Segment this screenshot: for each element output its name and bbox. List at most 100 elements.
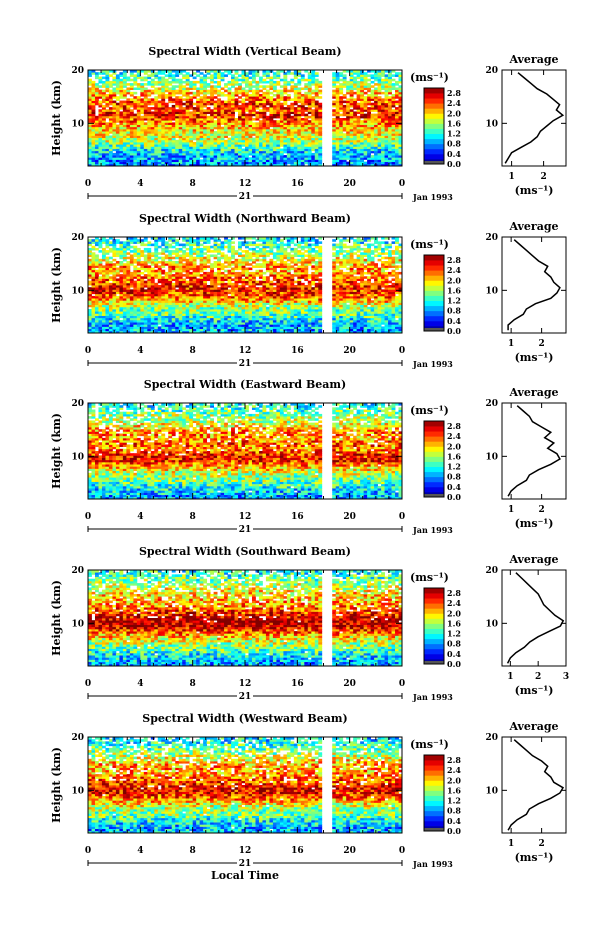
colorbar-step: [424, 593, 444, 599]
colorbar-step: [424, 461, 444, 467]
x-tick-label: 0: [399, 846, 405, 856]
colorbar-step: [424, 300, 444, 307]
panel-title: Spectral Width (Westward Beam): [142, 712, 347, 725]
colorbar: 2.82.42.01.61.20.80.40.0: [423, 754, 461, 836]
colorbar-step: [424, 643, 444, 650]
average-frame: [501, 69, 567, 167]
date-day-label: 21: [239, 359, 252, 369]
colorbar-step: [424, 770, 444, 776]
colorbar-tick-label: 2.0: [447, 441, 461, 451]
y-tick-label: 20: [71, 733, 84, 743]
colorbar-tick-label: 1.2: [447, 796, 461, 806]
panel-title: Spectral Width (Eastward Beam): [144, 378, 346, 391]
colorbar-tick-label: 2.8: [447, 755, 461, 765]
date-month-label: Jan 1993: [412, 359, 453, 369]
average-frame: [501, 402, 567, 500]
colorbar-step: [424, 476, 444, 483]
average-title: Average: [508, 53, 558, 66]
date-day-label: 21: [239, 692, 252, 702]
spectral-width-heatmap: [88, 570, 403, 667]
average-y-tick-label: 10: [485, 786, 498, 796]
colorbar-step: [424, 608, 444, 614]
average-x-tick-label: 1: [508, 172, 514, 182]
colorbar-unit-label: (ms⁻¹): [410, 238, 449, 251]
colorbar-step: [424, 265, 444, 271]
x-tick-label: 0: [85, 512, 91, 522]
colorbar-tick-label: 0.0: [447, 826, 461, 836]
colorbar-step: [424, 143, 444, 150]
colorbar-step: [424, 755, 444, 761]
panel-title: Spectral Width (Southward Beam): [139, 545, 351, 558]
date-day-label: 21: [239, 525, 252, 535]
average-y-tick-label: 20: [485, 66, 498, 76]
colorbar-tick-label: 1.2: [447, 129, 461, 139]
average-x-tick-label: 2: [538, 839, 544, 849]
average-x-tick-label: 2: [538, 505, 544, 515]
colorbar-tick-label: 1.6: [447, 285, 461, 295]
colorbar-step: [424, 138, 444, 145]
colorbar-tick-label: 1.6: [447, 618, 461, 628]
colorbar-tick-label: 0.4: [447, 649, 461, 659]
date-label-bg: [237, 690, 253, 701]
average-profile-line: [506, 572, 565, 664]
date-month-label: Jan 1993: [412, 859, 453, 869]
colorbar-step: [424, 305, 444, 312]
colorbar-step: [424, 638, 444, 645]
colorbar-step: [424, 123, 444, 129]
colorbar-step: [424, 88, 444, 94]
date-day-label: 21: [239, 859, 252, 869]
colorbar-step: [424, 471, 444, 478]
average-y-tick-label: 20: [485, 233, 498, 243]
x-tick-label: 20: [343, 679, 356, 689]
colorbar-tick-label: 1.2: [447, 296, 461, 306]
average-profile-plot: Average 10 20 1 2 (ms⁻¹): [485, 53, 567, 197]
colorbar-tick-label: 1.6: [447, 785, 461, 795]
colorbar-step: [424, 648, 444, 655]
x-tick-label: 16: [291, 512, 304, 522]
date-month-label: Jan 1993: [412, 525, 453, 535]
x-tick-label: 4: [137, 512, 143, 522]
colorbar-tick-label: 2.4: [447, 98, 461, 108]
colorbar-step: [424, 133, 444, 140]
colorbar-step: [424, 98, 444, 104]
average-frame: [501, 569, 567, 667]
colorbar-tick-label: 2.4: [447, 431, 461, 441]
colorbar-step: [424, 456, 444, 462]
colorbar-tick-label: 0.0: [447, 326, 461, 336]
colorbar-tick-label: 0.8: [447, 806, 461, 816]
y-axis-label: Height (km): [50, 747, 63, 823]
colorbar-step: [424, 765, 444, 771]
colorbar-step: [424, 790, 444, 796]
colorbar-step: [424, 295, 444, 301]
colorbar-step: [424, 810, 444, 817]
colorbar-step: [424, 760, 444, 766]
colorbar-unit-label: (ms⁻¹): [410, 71, 449, 84]
colorbar-tick-label: 2.0: [447, 608, 461, 618]
colorbar-frame: [423, 754, 445, 832]
y-tick-label: 10: [71, 286, 84, 296]
colorbar-frame: [423, 587, 445, 665]
colorbar-floor: [424, 161, 444, 164]
x-tick-label: 8: [190, 512, 196, 522]
average-x-label: (ms⁻¹): [515, 684, 554, 697]
colorbar-tick-label: 2.0: [447, 108, 461, 118]
x-tick-label: 4: [137, 179, 143, 189]
colorbar-step: [424, 148, 444, 155]
x-tick-label: 8: [190, 179, 196, 189]
colorbar-tick-label: 0.4: [447, 316, 461, 326]
colorbar-step: [424, 628, 444, 634]
colorbar-step: [424, 486, 444, 493]
colorbar-step: [424, 320, 444, 327]
panel-title: Spectral Width (Northward Beam): [139, 212, 351, 225]
average-x-tick-label: 1: [508, 505, 514, 515]
colorbar-tick-label: 0.8: [447, 139, 461, 149]
y-tick-label: 20: [71, 566, 84, 576]
colorbar-step: [424, 653, 444, 660]
x-tick-label: 12: [239, 679, 252, 689]
colorbar-step: [424, 103, 444, 109]
average-y-tick-label: 20: [485, 399, 498, 409]
